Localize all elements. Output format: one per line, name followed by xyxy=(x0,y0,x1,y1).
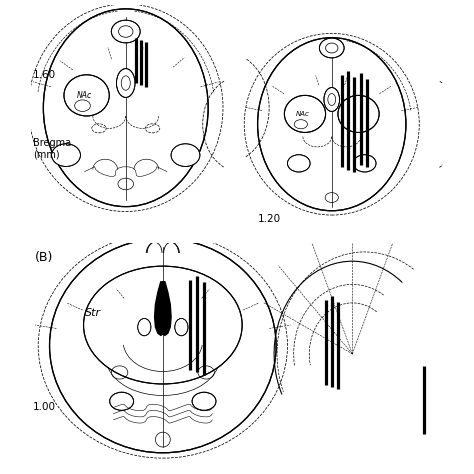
Ellipse shape xyxy=(175,319,188,336)
Text: 1.20: 1.20 xyxy=(257,214,281,224)
Ellipse shape xyxy=(117,69,135,98)
Ellipse shape xyxy=(50,238,276,453)
Ellipse shape xyxy=(109,392,134,410)
Ellipse shape xyxy=(284,95,326,132)
Text: NAc: NAc xyxy=(296,111,310,117)
Polygon shape xyxy=(155,282,163,336)
Ellipse shape xyxy=(324,88,339,111)
Ellipse shape xyxy=(138,319,151,336)
Polygon shape xyxy=(163,282,171,336)
Text: (B): (B) xyxy=(35,251,54,264)
Ellipse shape xyxy=(171,144,200,166)
Ellipse shape xyxy=(52,144,81,166)
Text: 1.00: 1.00 xyxy=(33,402,56,412)
Text: NAc: NAc xyxy=(77,91,92,100)
Ellipse shape xyxy=(111,20,140,43)
Ellipse shape xyxy=(338,95,379,132)
Ellipse shape xyxy=(43,9,208,207)
Text: Str: Str xyxy=(85,308,101,318)
Text: Bregma
(mm): Bregma (mm) xyxy=(33,138,71,160)
Ellipse shape xyxy=(83,266,242,384)
Ellipse shape xyxy=(257,38,406,211)
Ellipse shape xyxy=(192,392,216,410)
Ellipse shape xyxy=(319,38,344,58)
Ellipse shape xyxy=(354,155,376,172)
Ellipse shape xyxy=(64,75,109,116)
Text: 1.60: 1.60 xyxy=(33,70,56,80)
Ellipse shape xyxy=(287,155,310,172)
